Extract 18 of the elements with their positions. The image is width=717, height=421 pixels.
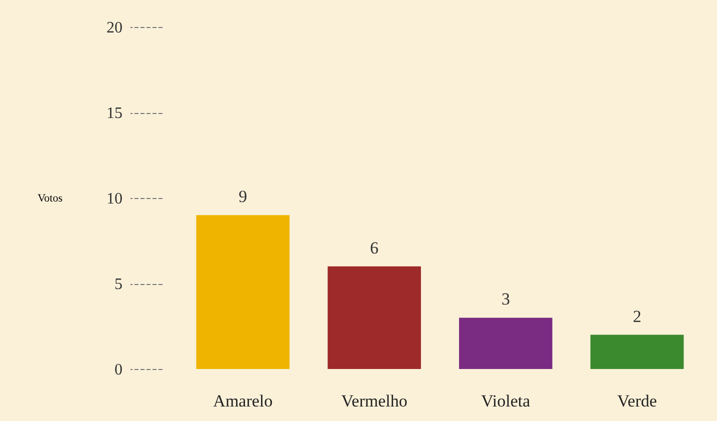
x-tick-label: Amarelo	[213, 392, 273, 410]
bar	[328, 266, 421, 369]
y-tick-label: 20	[106, 20, 122, 36]
y-tick-label: 10	[106, 190, 122, 208]
x-tick-label: Violeta	[481, 392, 531, 410]
y-axis-title: Votos	[38, 192, 62, 204]
data-label: 9	[238, 187, 248, 206]
data-label: 3	[501, 290, 510, 309]
y-tick-label: 15	[106, 105, 122, 122]
x-tick-label: Vermelho	[341, 392, 408, 410]
data-label: 6	[370, 238, 379, 258]
bar	[590, 334, 684, 369]
x-tick-label: Verde	[617, 392, 657, 410]
y-tick-label: 5	[114, 276, 122, 293]
y-tick-label: 0	[114, 362, 122, 378]
data-label: 2	[632, 306, 642, 326]
bar	[459, 318, 552, 369]
bar	[196, 215, 290, 369]
